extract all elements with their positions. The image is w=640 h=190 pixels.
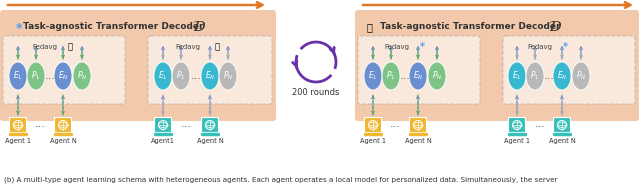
Text: $P_1$: $P_1$ (31, 70, 41, 82)
FancyBboxPatch shape (148, 36, 272, 104)
Text: ...: ... (534, 119, 545, 129)
Text: $E_1$: $E_1$ (512, 70, 522, 82)
FancyBboxPatch shape (3, 36, 125, 104)
FancyBboxPatch shape (0, 10, 276, 121)
Ellipse shape (572, 62, 590, 90)
Text: Task-agnostic Transformer Decoder: Task-agnostic Transformer Decoder (23, 22, 204, 31)
Ellipse shape (219, 62, 237, 90)
Text: $P_N$: $P_N$ (576, 70, 586, 82)
Text: $E_1$: $E_1$ (368, 70, 378, 82)
Text: $E_N$: $E_N$ (413, 70, 423, 82)
FancyBboxPatch shape (355, 10, 639, 121)
Text: $E_N$: $E_N$ (205, 70, 215, 82)
Text: Agent1: Agent1 (151, 139, 175, 145)
Text: $\mathcal{D}$: $\mathcal{D}$ (192, 19, 206, 34)
Text: $E_N$: $E_N$ (557, 70, 567, 82)
Ellipse shape (54, 62, 72, 90)
FancyBboxPatch shape (365, 117, 381, 132)
Text: 🔥: 🔥 (215, 42, 220, 51)
Ellipse shape (508, 62, 526, 90)
Text: Agent N: Agent N (548, 139, 575, 145)
Text: ...: ... (191, 71, 202, 81)
FancyBboxPatch shape (358, 36, 480, 104)
Ellipse shape (27, 62, 45, 90)
Text: Fedavg: Fedavg (175, 44, 200, 50)
Ellipse shape (172, 62, 190, 90)
Text: 200 rounds: 200 rounds (292, 88, 340, 97)
Text: $\mathcal{D}$: $\mathcal{D}$ (548, 19, 562, 34)
Text: *: * (16, 22, 22, 35)
Ellipse shape (73, 62, 91, 90)
Ellipse shape (409, 62, 427, 90)
Text: Fedavg: Fedavg (527, 44, 552, 50)
Ellipse shape (364, 62, 382, 90)
FancyBboxPatch shape (10, 117, 26, 132)
Text: Agent N: Agent N (404, 139, 431, 145)
Text: Agent N: Agent N (196, 139, 223, 145)
Text: $E_N$: $E_N$ (58, 70, 68, 82)
Text: Task-agnostic Transformer Decoder: Task-agnostic Transformer Decoder (380, 22, 561, 31)
FancyBboxPatch shape (509, 117, 525, 132)
Text: (b) A multi-type agent learning schema with heterogeneous agents. Each agent ope: (b) A multi-type agent learning schema w… (4, 177, 557, 183)
Ellipse shape (9, 62, 27, 90)
Text: Fedavg: Fedavg (384, 44, 409, 50)
Text: Agent N: Agent N (50, 139, 76, 145)
Ellipse shape (382, 62, 400, 90)
Text: ...: ... (45, 71, 56, 81)
FancyBboxPatch shape (54, 117, 72, 132)
Text: 🔥: 🔥 (367, 22, 373, 32)
Text: ...: ... (390, 119, 401, 129)
Ellipse shape (201, 62, 219, 90)
Text: *: * (420, 42, 425, 52)
Text: 🔥: 🔥 (68, 42, 73, 51)
FancyBboxPatch shape (503, 36, 635, 104)
Ellipse shape (428, 62, 446, 90)
Text: *: * (563, 42, 568, 52)
Text: ...: ... (399, 71, 410, 81)
Text: $P_N$: $P_N$ (77, 70, 87, 82)
FancyBboxPatch shape (154, 117, 172, 132)
Ellipse shape (526, 62, 544, 90)
Ellipse shape (154, 62, 172, 90)
Text: $E_1$: $E_1$ (158, 70, 168, 82)
Text: $P_N$: $P_N$ (223, 70, 233, 82)
Text: Agent 1: Agent 1 (5, 139, 31, 145)
Text: $P_N$: $P_N$ (432, 70, 442, 82)
Text: Fedavg: Fedavg (32, 44, 57, 50)
Text: $P_1$: $P_1$ (531, 70, 540, 82)
Text: $E_1$: $E_1$ (13, 70, 23, 82)
FancyBboxPatch shape (554, 117, 570, 132)
Text: ...: ... (543, 71, 554, 81)
Text: $P_1$: $P_1$ (176, 70, 186, 82)
Text: Agent 1: Agent 1 (504, 139, 530, 145)
Text: Agent 1: Agent 1 (360, 139, 386, 145)
FancyBboxPatch shape (202, 117, 218, 132)
Ellipse shape (553, 62, 571, 90)
Text: ...: ... (35, 119, 45, 129)
Text: $P_1$: $P_1$ (387, 70, 396, 82)
FancyBboxPatch shape (410, 117, 426, 132)
Text: ...: ... (180, 119, 191, 129)
